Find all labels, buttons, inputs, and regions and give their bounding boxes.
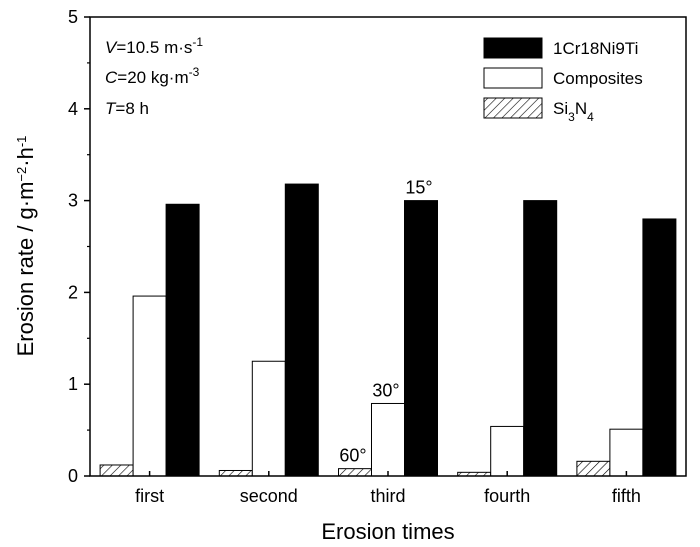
condition-velocity: V=10.5 m·s-1	[105, 35, 203, 57]
y-tick-label-2: 2	[68, 282, 78, 302]
bar-first-series-0	[99, 464, 134, 477]
bar-second-series-2	[284, 183, 319, 477]
annotation-1: 30°	[372, 380, 399, 400]
bar-fifth-series-0	[576, 460, 611, 477]
bar-fourth-series-1	[490, 425, 525, 477]
x-tick-label-fifth: fifth	[612, 486, 641, 506]
conditions-block: V=10.5 m·s-1 C=20 kg·m-3 T=8 h	[105, 35, 203, 118]
legend-label-si3n4: Si3N4	[553, 99, 594, 124]
legend-swatch-composites	[483, 67, 543, 89]
x-axis-title: Erosion times	[321, 519, 454, 544]
x-tick-label-second: second	[240, 486, 298, 506]
x-tick-label-first: first	[135, 486, 164, 506]
axes-layer: first second third fourth fifth 0 1 2 3 4 5	[68, 7, 641, 506]
bars-layer	[99, 183, 677, 477]
x-tick-label-fourth: fourth	[484, 486, 530, 506]
x-tick-label-third: third	[370, 486, 405, 506]
y-axis-title-main: Erosion rate / g·m	[13, 182, 38, 357]
y-axis-title-exp2: -1	[14, 136, 29, 148]
annotation-2: 15°	[405, 178, 432, 198]
y-tick-label-5: 5	[68, 7, 78, 27]
condition-time: T=8 h	[105, 99, 149, 118]
bar-fourth-series-2	[523, 200, 558, 477]
y-axis-title-exp1: −2	[14, 167, 29, 182]
bar-first-series-2	[165, 203, 200, 477]
annotation-0: 60°	[339, 446, 366, 466]
bar-second-series-1	[251, 360, 286, 477]
bar-third-series-2	[404, 200, 438, 477]
bar-first-series-1	[132, 295, 167, 477]
bar-fifth-series-1	[609, 428, 644, 477]
y-axis-title-mid: ·h	[13, 147, 38, 167]
y-tick-label-0: 0	[68, 466, 78, 486]
legend-label-1cr18ni9ti: 1Cr18Ni9Ti	[553, 39, 638, 58]
legend-swatch-1cr18ni9ti	[483, 37, 543, 59]
annotations: 60° 30° 15°	[339, 178, 432, 466]
y-tick-label-4: 4	[68, 99, 78, 119]
legend-swatch-si3n4	[483, 97, 543, 119]
condition-concentration: C=20 kg·m-3	[105, 65, 200, 87]
bar-third-series-1	[371, 402, 405, 477]
y-axis-title: Erosion rate / g·m−2·h-1	[13, 136, 38, 357]
bar-third-series-0	[338, 468, 372, 477]
bar-second-series-0	[218, 469, 253, 477]
bar-fifth-series-2	[642, 218, 677, 477]
legend: 1Cr18Ni9Ti Composites Si3N4	[483, 37, 643, 124]
y-tick-label-3: 3	[68, 191, 78, 211]
legend-label-composites: Composites	[553, 69, 643, 88]
y-tick-label-1: 1	[68, 374, 78, 394]
